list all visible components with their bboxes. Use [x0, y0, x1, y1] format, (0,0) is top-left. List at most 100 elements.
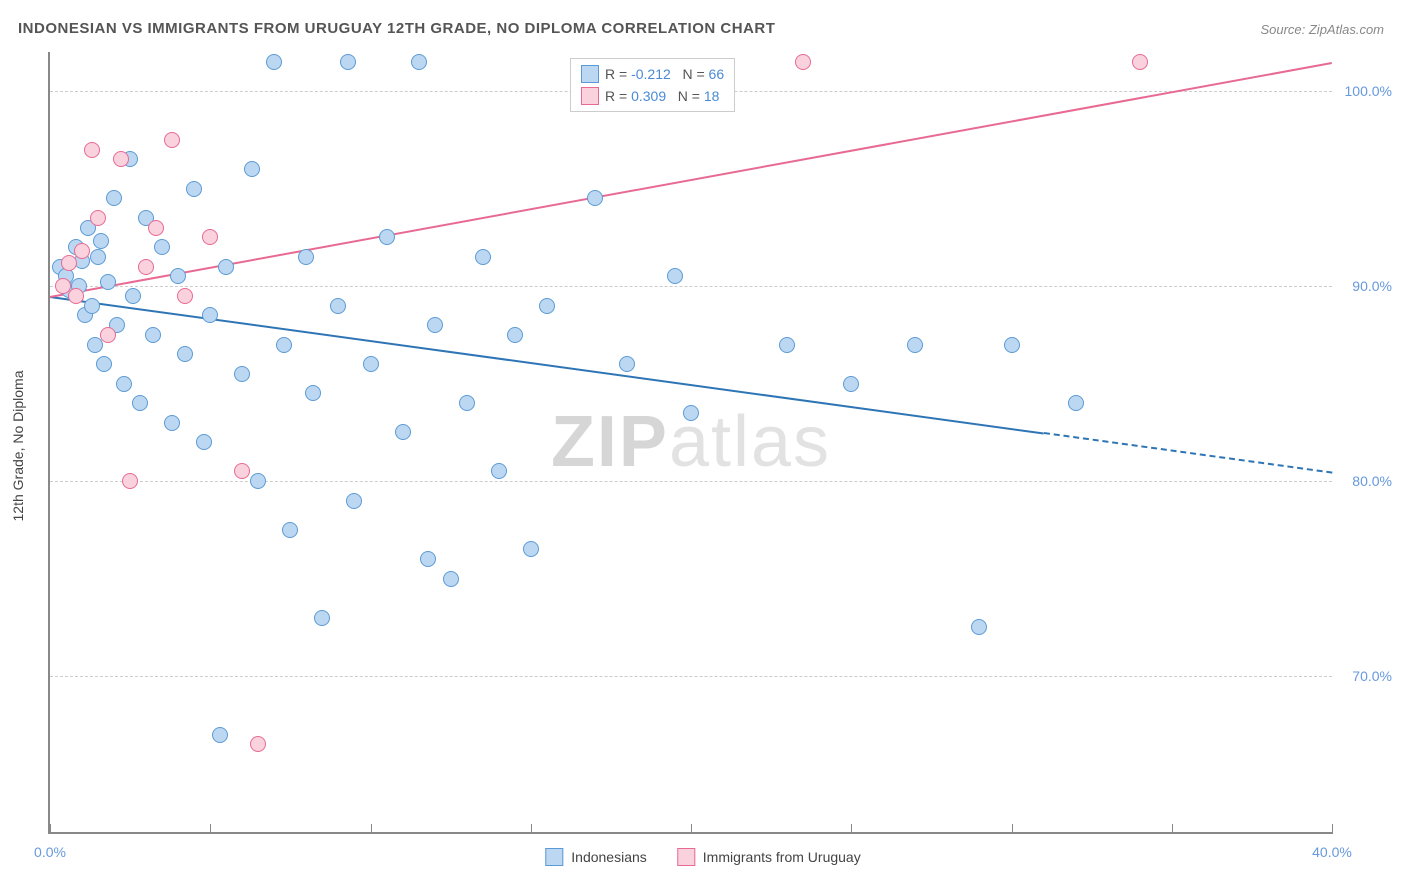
data-point [795, 54, 811, 70]
data-point [84, 298, 100, 314]
data-point [459, 395, 475, 411]
x-tick-label: 0.0% [34, 844, 66, 860]
legend-label: Indonesians [571, 849, 647, 865]
data-point [330, 298, 346, 314]
legend-item: Immigrants from Uruguay [677, 848, 861, 866]
data-point [218, 259, 234, 275]
data-point [667, 268, 683, 284]
data-point [90, 249, 106, 265]
data-point [164, 415, 180, 431]
data-point [427, 317, 443, 333]
data-point [298, 249, 314, 265]
data-point [164, 132, 180, 148]
data-point [587, 190, 603, 206]
x-tick [1012, 824, 1013, 834]
legend-stat: R = -0.212 N = 66 [605, 66, 724, 82]
legend-swatch [581, 65, 599, 83]
data-point [395, 424, 411, 440]
data-point [420, 551, 436, 567]
data-point [177, 288, 193, 304]
data-point [379, 229, 395, 245]
correlation-legend: R = -0.212 N = 66 R = 0.309 N = 18 [570, 58, 735, 112]
data-point [443, 571, 459, 587]
trend-line [1043, 432, 1332, 474]
data-point [411, 54, 427, 70]
data-point [116, 376, 132, 392]
data-point [250, 736, 266, 752]
gridline [50, 286, 1332, 287]
legend-stat: R = 0.309 N = 18 [605, 88, 719, 104]
data-point [132, 395, 148, 411]
data-point [138, 259, 154, 275]
data-point [523, 541, 539, 557]
data-point [244, 161, 260, 177]
data-point [779, 337, 795, 353]
series-legend: Indonesians Immigrants from Uruguay [537, 848, 868, 866]
legend-label: Immigrants from Uruguay [703, 849, 861, 865]
data-point [491, 463, 507, 479]
x-tick [691, 824, 692, 834]
gridline [50, 481, 1332, 482]
data-point [212, 727, 228, 743]
x-tick [371, 824, 372, 834]
legend-row: R = 0.309 N = 18 [581, 85, 724, 107]
data-point [177, 346, 193, 362]
source-label: Source: ZipAtlas.com [1260, 22, 1384, 37]
data-point [125, 288, 141, 304]
data-point [363, 356, 379, 372]
data-point [1004, 337, 1020, 353]
y-tick-label: 70.0% [1352, 668, 1392, 684]
data-point [340, 54, 356, 70]
data-point [196, 434, 212, 450]
data-point [170, 268, 186, 284]
data-point [907, 337, 923, 353]
data-point [100, 327, 116, 343]
data-point [282, 522, 298, 538]
data-point [276, 337, 292, 353]
x-tick [1172, 824, 1173, 834]
data-point [122, 473, 138, 489]
data-point [305, 385, 321, 401]
gridline [50, 676, 1332, 677]
data-point [68, 288, 84, 304]
data-point [234, 463, 250, 479]
data-point [186, 181, 202, 197]
watermark-zip: ZIP [551, 402, 669, 482]
data-point [93, 233, 109, 249]
data-point [1132, 54, 1148, 70]
data-point [90, 210, 106, 226]
data-point [539, 298, 555, 314]
data-point [202, 307, 218, 323]
x-tick [210, 824, 211, 834]
x-tick [851, 824, 852, 834]
x-tick-label: 40.0% [1312, 844, 1352, 860]
data-point [619, 356, 635, 372]
plot-area: ZIPatlas 70.0%80.0%90.0%100.0%0.0%40.0% [48, 52, 1332, 834]
data-point [843, 376, 859, 392]
data-point [971, 619, 987, 635]
data-point [1068, 395, 1084, 411]
data-point [148, 220, 164, 236]
data-point [314, 610, 330, 626]
data-point [250, 473, 266, 489]
x-tick [531, 824, 532, 834]
trend-line [50, 296, 1044, 434]
data-point [154, 239, 170, 255]
legend-swatch [581, 87, 599, 105]
data-point [202, 229, 218, 245]
data-point [84, 142, 100, 158]
data-point [234, 366, 250, 382]
legend-swatch [545, 848, 563, 866]
data-point [106, 190, 122, 206]
data-point [346, 493, 362, 509]
chart-title: INDONESIAN VS IMMIGRANTS FROM URUGUAY 12… [18, 20, 775, 37]
y-tick-label: 100.0% [1345, 83, 1392, 99]
legend-swatch [677, 848, 695, 866]
data-point [74, 243, 90, 259]
data-point [113, 151, 129, 167]
data-point [145, 327, 161, 343]
legend-item: Indonesians [545, 848, 647, 866]
data-point [96, 356, 112, 372]
data-point [507, 327, 523, 343]
legend-row: R = -0.212 N = 66 [581, 63, 724, 85]
